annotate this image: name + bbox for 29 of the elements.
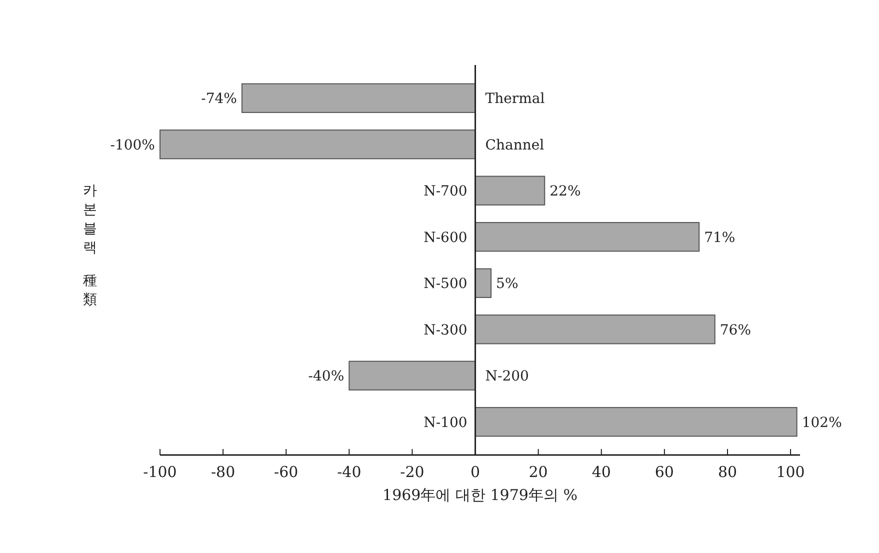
x-tick-label: -80 <box>210 463 236 481</box>
x-tick-label: -60 <box>274 463 298 481</box>
x-tick-label: 0 <box>470 463 480 481</box>
y-tick-label: Thermal <box>485 91 546 108</box>
x-tick-label: 60 <box>654 463 674 481</box>
data-label: 102% <box>802 414 842 431</box>
y-tick-label: N-200 <box>485 368 529 385</box>
text: 카본블랙 種類 <box>83 183 97 308</box>
x-tick-label: 100 <box>776 463 805 481</box>
x-tick-label: 40 <box>592 463 611 481</box>
x-tick-label: 20 <box>528 463 548 481</box>
y-tick-label: N-600 <box>424 230 468 246</box>
x-tick-label: -40 <box>337 463 362 481</box>
data-label: -100% <box>110 137 155 154</box>
x-axis-title: 1969年에 대한 1979年의 % <box>382 486 578 504</box>
data-label: 76% <box>720 322 751 338</box>
x-tick-label: -20 <box>400 463 424 481</box>
data-label: 5% <box>496 276 518 292</box>
data-label: -74% <box>201 91 237 108</box>
y-tick-label: N-500 <box>424 276 468 292</box>
y-tick-label: N-700 <box>424 184 468 200</box>
y-tick-label: Channel <box>485 137 545 154</box>
data-label: 71% <box>704 230 736 246</box>
y-tick-label: N-300 <box>424 322 468 338</box>
x-tick-label: -100 <box>143 463 177 481</box>
x-tick-label: 80 <box>718 463 738 481</box>
data-label: -40% <box>308 368 344 385</box>
data-label: 22% <box>550 184 581 200</box>
y-tick-label: N-100 <box>424 414 468 431</box>
